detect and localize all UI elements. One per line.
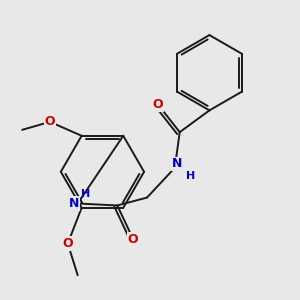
Text: O: O [153, 98, 163, 111]
Text: H: H [81, 189, 90, 199]
Text: O: O [128, 233, 139, 246]
Text: O: O [45, 116, 55, 128]
Text: N: N [68, 197, 79, 210]
Text: N: N [172, 158, 182, 170]
Text: H: H [186, 171, 195, 181]
Text: O: O [62, 237, 73, 250]
